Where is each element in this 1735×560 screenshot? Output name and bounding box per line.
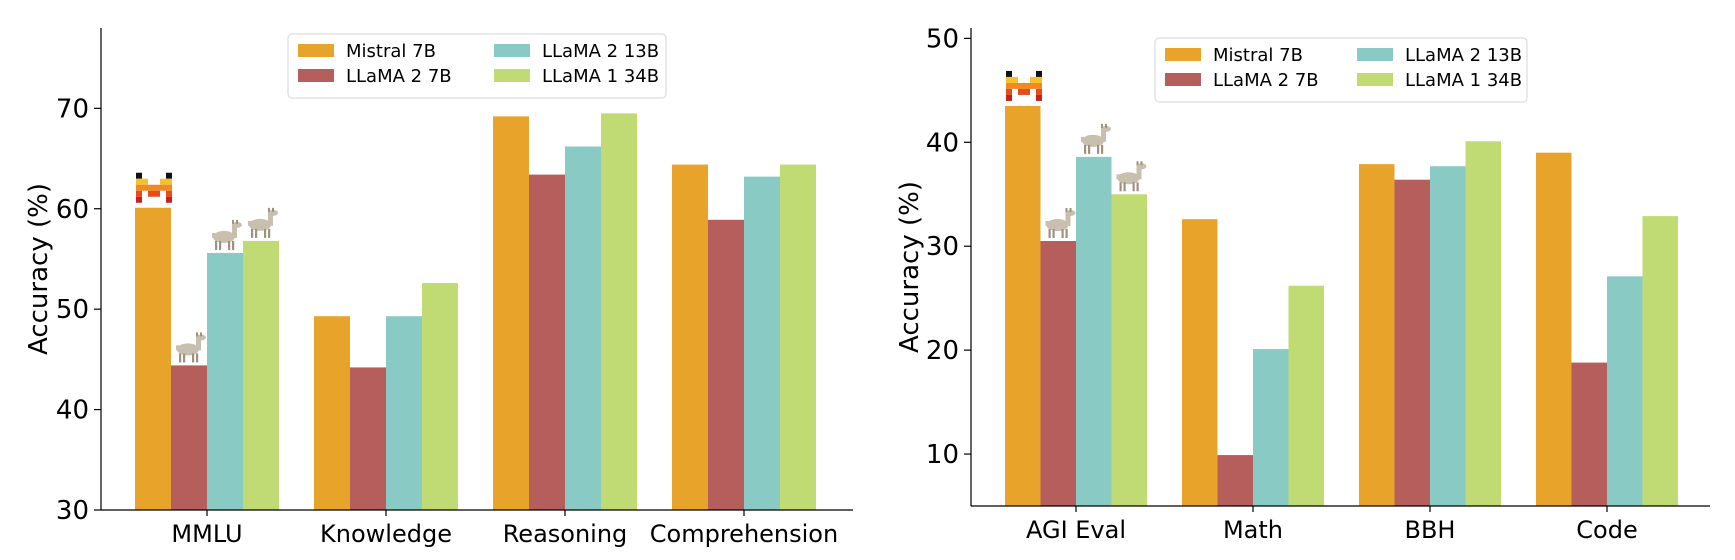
y-tick-label: 10 bbox=[926, 440, 959, 470]
legend-label: LLaMA 2 13B bbox=[542, 41, 659, 62]
bar-reasoning-series-3 bbox=[565, 146, 601, 510]
legend-label: Mistral 7B bbox=[346, 41, 436, 62]
x-tick-label: AGI Eval bbox=[1026, 516, 1126, 544]
bar-comprehension-series-4 bbox=[780, 164, 816, 511]
llama-icon bbox=[1045, 208, 1076, 239]
llama-icon bbox=[248, 207, 278, 238]
bar-knowledge-series-4 bbox=[422, 283, 458, 510]
bar-mmlu-series-4 bbox=[243, 240, 279, 510]
y-axis-title: Accuracy (%) bbox=[895, 181, 925, 353]
y-tick-label: 60 bbox=[56, 195, 89, 225]
bar-agi-eval-series-3 bbox=[1076, 156, 1112, 506]
x-tick-label: Math bbox=[1223, 516, 1283, 544]
bar-code-series-4 bbox=[1642, 216, 1678, 506]
x-tick-label: Comprehension bbox=[650, 520, 838, 548]
chart-panel-2: 10 20 30 40 50 AGI Eval Math BBH Code Accuracy (%… bbox=[895, 24, 1710, 544]
legend-swatch bbox=[298, 44, 334, 57]
x-tick-label: Reasoning bbox=[503, 520, 628, 548]
y-tick-label: 40 bbox=[926, 128, 959, 158]
x-tick-label: BBH bbox=[1405, 516, 1456, 544]
llama-icon bbox=[176, 332, 206, 363]
bar-comprehension-series-1 bbox=[672, 164, 708, 511]
bar-knowledge-series-2 bbox=[350, 367, 386, 510]
legend-label: LLaMA 1 34B bbox=[542, 66, 659, 87]
bar-mmlu-series-3 bbox=[207, 252, 243, 510]
bar-comprehension-series-2 bbox=[708, 219, 744, 510]
legend-swatch bbox=[1357, 48, 1393, 61]
x-tick-label: Knowledge bbox=[320, 520, 452, 548]
bar-bbh-series-4 bbox=[1465, 141, 1501, 507]
y-tick-label: 30 bbox=[926, 232, 959, 262]
legend-frame bbox=[287, 33, 667, 99]
bar-bbh-series-1 bbox=[1359, 164, 1395, 506]
bar-code-series-3 bbox=[1607, 276, 1643, 506]
mistral-logo-icon bbox=[1006, 70, 1042, 101]
legend-swatch bbox=[1165, 48, 1201, 61]
legend-frame bbox=[1154, 37, 1528, 103]
llama-icon bbox=[1081, 123, 1111, 154]
bar-knowledge-series-3 bbox=[386, 316, 422, 510]
x-tick-label: Code bbox=[1576, 516, 1637, 544]
bar-reasoning-series-2 bbox=[529, 174, 565, 510]
y-tick-label: 40 bbox=[56, 396, 89, 426]
llama-icon bbox=[1116, 161, 1147, 192]
legend-label: LLaMA 1 34B bbox=[1405, 70, 1522, 91]
bar-reasoning-series-1 bbox=[493, 116, 529, 510]
legend-label: Mistral 7B bbox=[1213, 45, 1303, 66]
bar-agi-eval-series-2 bbox=[1040, 241, 1076, 507]
bar-agi-eval-series-4 bbox=[1111, 194, 1147, 506]
bar-bbh-series-3 bbox=[1430, 166, 1466, 506]
legend-swatch bbox=[1357, 73, 1393, 86]
legend: Mistral 7B LLaMA 2 7B LLaMA 2 13B LLaMA 1 3… bbox=[1154, 37, 1528, 103]
bar-code-series-2 bbox=[1571, 362, 1607, 506]
bar-reasoning-series-4 bbox=[601, 113, 637, 511]
bar-code-series-1 bbox=[1536, 152, 1572, 506]
y-tick-label: 30 bbox=[56, 496, 89, 526]
bar-math-series-1 bbox=[1182, 219, 1218, 506]
bar-bbh-series-2 bbox=[1394, 179, 1430, 506]
mistral-logo-icon bbox=[136, 172, 172, 203]
bar-comprehension-series-3 bbox=[744, 176, 780, 510]
bar-math-series-2 bbox=[1217, 455, 1253, 506]
chart-panel-1: 30 40 50 60 70 MMLU Knowledge Reasoning Comprehe… bbox=[24, 28, 853, 548]
bar-math-series-4 bbox=[1288, 285, 1324, 506]
y-tick-label: 20 bbox=[926, 336, 959, 366]
legend-swatch bbox=[494, 44, 530, 57]
legend-label: LLaMA 2 7B bbox=[346, 66, 452, 87]
legend-swatch bbox=[298, 69, 334, 82]
legend-swatch bbox=[1165, 73, 1201, 86]
legend-label: LLaMA 2 13B bbox=[1405, 45, 1522, 66]
bar-math-series-3 bbox=[1253, 349, 1289, 506]
bar-agi-eval-series-1 bbox=[1005, 105, 1041, 506]
llama-icon bbox=[212, 219, 242, 250]
legend-swatch bbox=[494, 69, 530, 82]
bar-mmlu-series-1 bbox=[135, 207, 171, 510]
x-tick-label: MMLU bbox=[171, 520, 242, 548]
y-tick-label: 50 bbox=[926, 24, 959, 54]
y-axis-title: Accuracy (%) bbox=[24, 183, 54, 355]
bar-mmlu-series-2 bbox=[171, 365, 207, 510]
legend-label: LLaMA 2 7B bbox=[1213, 70, 1319, 91]
bar-knowledge-series-1 bbox=[314, 316, 350, 510]
legend: Mistral 7B LLaMA 2 7B LLaMA 2 13B LLaMA 1 3… bbox=[287, 33, 667, 99]
y-tick-label: 70 bbox=[56, 94, 89, 124]
y-tick-label: 50 bbox=[56, 295, 89, 325]
